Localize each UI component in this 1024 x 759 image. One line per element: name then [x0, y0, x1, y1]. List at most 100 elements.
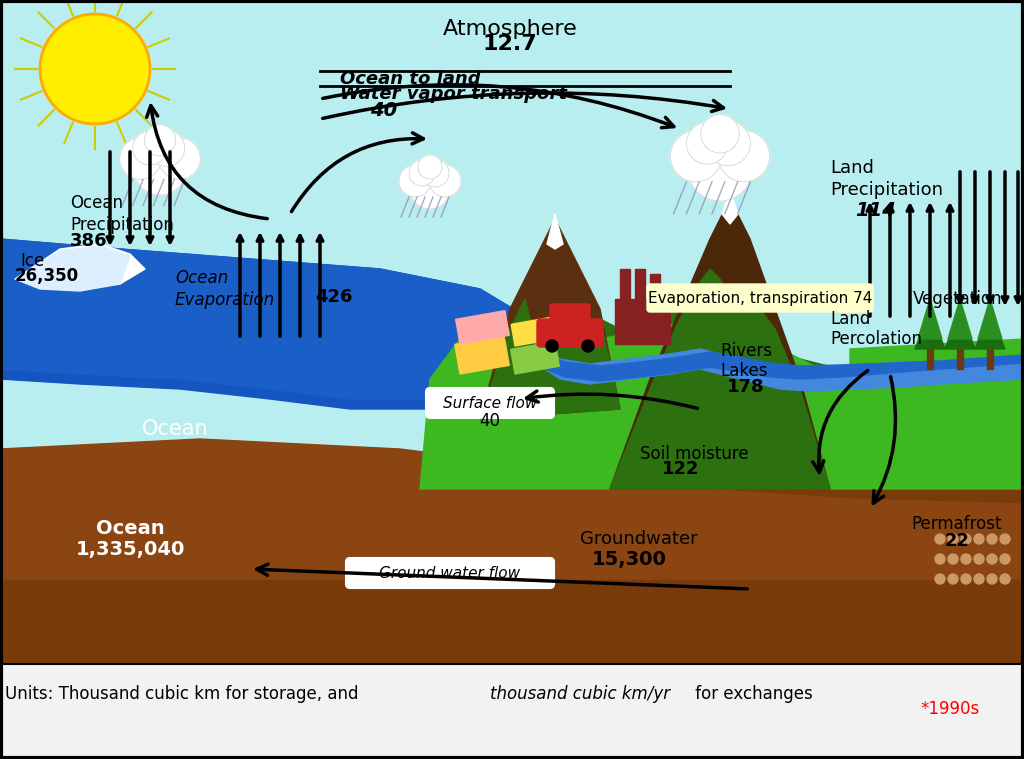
Text: Ground water flow: Ground water flow	[380, 565, 520, 581]
Text: *1990s: *1990s	[921, 700, 980, 718]
Text: 15,300: 15,300	[592, 550, 667, 568]
FancyArrowPatch shape	[873, 376, 896, 503]
Circle shape	[974, 574, 984, 584]
FancyArrowPatch shape	[146, 106, 267, 219]
Text: 114: 114	[855, 201, 896, 221]
Bar	[987, 349, 993, 369]
Bar	[511, 317, 559, 346]
Polygon shape	[610, 269, 830, 489]
Circle shape	[418, 155, 442, 179]
Polygon shape	[480, 219, 620, 419]
Circle shape	[159, 138, 201, 179]
Text: Ice: Ice	[20, 252, 44, 270]
Text: Rivers
Lakes: Rivers Lakes	[720, 342, 772, 380]
Text: Vegetation: Vegetation	[913, 290, 1002, 308]
Text: Units: Thousand cubic km for storage, and: Units: Thousand cubic km for storage, an…	[5, 685, 364, 703]
FancyBboxPatch shape	[647, 284, 873, 312]
Polygon shape	[15, 244, 145, 289]
Polygon shape	[945, 309, 975, 349]
Polygon shape	[0, 489, 1024, 664]
FancyArrowPatch shape	[292, 133, 423, 212]
Bar	[615, 299, 670, 344]
FancyArrowPatch shape	[813, 370, 867, 472]
Circle shape	[409, 160, 435, 186]
Text: 178: 178	[727, 378, 765, 396]
Circle shape	[546, 340, 558, 352]
Circle shape	[671, 131, 722, 182]
Polygon shape	[722, 191, 738, 224]
Circle shape	[961, 554, 971, 564]
Text: Ocean
Evaporation: Ocean Evaporation	[175, 269, 275, 309]
Text: Ocean: Ocean	[141, 419, 208, 439]
FancyBboxPatch shape	[426, 388, 554, 418]
Text: Groundwater: Groundwater	[580, 530, 697, 548]
Polygon shape	[480, 299, 620, 419]
Polygon shape	[0, 239, 550, 489]
Bar	[650, 274, 660, 299]
Circle shape	[40, 14, 150, 124]
Circle shape	[134, 143, 186, 195]
Text: Evaporation, transpiration 74: Evaporation, transpiration 74	[648, 291, 872, 306]
Circle shape	[935, 534, 945, 544]
Text: Water vapor transport: Water vapor transport	[340, 85, 567, 103]
FancyBboxPatch shape	[346, 558, 554, 588]
Bar	[456, 310, 509, 344]
Bar	[927, 349, 933, 369]
Circle shape	[686, 123, 728, 164]
Circle shape	[410, 169, 450, 209]
Circle shape	[948, 574, 958, 584]
Polygon shape	[948, 299, 972, 339]
Circle shape	[399, 165, 431, 197]
Circle shape	[421, 159, 449, 187]
FancyArrowPatch shape	[323, 85, 674, 128]
Circle shape	[935, 574, 945, 584]
Bar	[635, 269, 645, 299]
Text: Surface flow: Surface flow	[442, 395, 538, 411]
Circle shape	[987, 554, 997, 564]
Text: 122: 122	[662, 460, 699, 478]
Circle shape	[706, 121, 751, 165]
Circle shape	[582, 340, 594, 352]
Text: 26,350: 26,350	[15, 267, 79, 285]
Text: 22: 22	[944, 532, 970, 550]
Polygon shape	[535, 344, 1024, 381]
Polygon shape	[918, 299, 942, 339]
Circle shape	[148, 130, 184, 166]
Circle shape	[700, 115, 739, 153]
Circle shape	[987, 574, 997, 584]
Circle shape	[987, 534, 997, 544]
Polygon shape	[915, 309, 945, 349]
FancyArrowPatch shape	[257, 564, 748, 589]
Polygon shape	[535, 339, 1024, 391]
Circle shape	[974, 534, 984, 544]
Circle shape	[144, 124, 175, 156]
Circle shape	[1000, 554, 1010, 564]
Circle shape	[1000, 574, 1010, 584]
Polygon shape	[0, 239, 550, 399]
Polygon shape	[0, 439, 1024, 579]
Bar	[620, 269, 630, 299]
Text: for exchanges: for exchanges	[690, 685, 813, 703]
Bar	[511, 342, 559, 374]
FancyArrowPatch shape	[526, 391, 697, 408]
Text: thousand cubic km/yr: thousand cubic km/yr	[490, 685, 670, 703]
Text: 12.7: 12.7	[482, 34, 538, 54]
Text: Ocean to land: Ocean to land	[340, 70, 480, 88]
Circle shape	[688, 137, 752, 201]
Circle shape	[429, 165, 461, 197]
Bar	[455, 335, 509, 374]
Polygon shape	[850, 339, 1024, 389]
Polygon shape	[15, 246, 130, 291]
Text: Land
Percolation: Land Percolation	[830, 310, 922, 348]
Polygon shape	[547, 214, 563, 249]
Text: Soil moisture: Soil moisture	[640, 445, 749, 463]
Text: 386: 386	[70, 232, 108, 250]
Circle shape	[948, 534, 958, 544]
Text: 40: 40	[479, 412, 501, 430]
Circle shape	[719, 131, 770, 182]
FancyBboxPatch shape	[537, 319, 603, 347]
Circle shape	[948, 554, 958, 564]
Circle shape	[961, 574, 971, 584]
FancyBboxPatch shape	[550, 304, 590, 324]
Polygon shape	[975, 309, 1005, 349]
